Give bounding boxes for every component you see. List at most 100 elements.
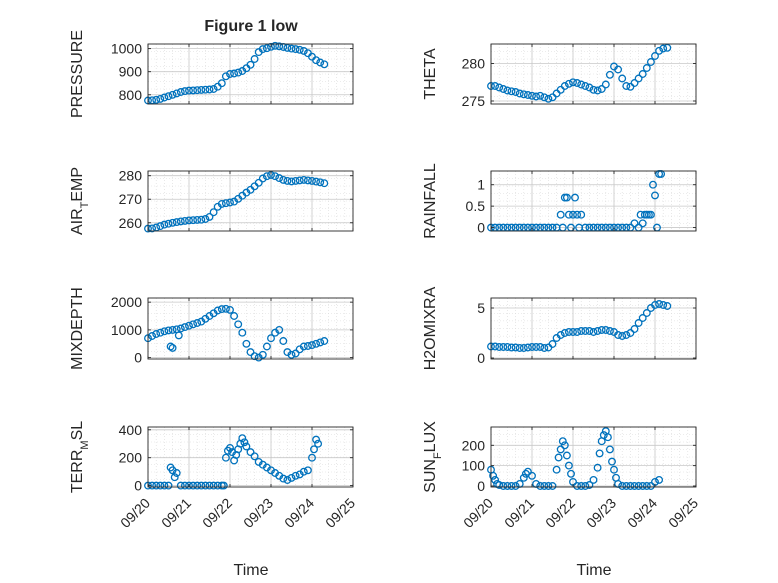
- data-point: [287, 350, 296, 359]
- y-tick-label: 800: [119, 87, 143, 103]
- data-point: [262, 342, 271, 351]
- data-point: [320, 179, 329, 188]
- data-point: [234, 68, 243, 77]
- data-point: [291, 45, 300, 54]
- data-point: [573, 328, 582, 336]
- data-point: [638, 314, 647, 322]
- data-point: [659, 301, 668, 309]
- y-axis-label: THETA: [422, 48, 439, 100]
- data-point: [554, 453, 563, 462]
- y-tick-label: 260: [119, 215, 143, 231]
- grid: [491, 427, 696, 487]
- y-axis-label: SUNFLUX: [422, 421, 444, 493]
- data-point: [193, 86, 202, 95]
- data-point: [548, 340, 557, 348]
- subplot-theta: 275 280 THETA: [422, 43, 697, 109]
- data-point: [597, 85, 606, 93]
- data-point: [618, 332, 627, 340]
- data-point: [499, 343, 508, 351]
- data-point: [176, 324, 185, 333]
- data-point: [258, 174, 267, 183]
- data-point: [589, 475, 598, 484]
- axes-box: [490, 426, 697, 488]
- data-point: [185, 86, 193, 95]
- data-point: [275, 42, 284, 51]
- data-point: [221, 199, 230, 208]
- data-point: [156, 328, 165, 337]
- data-point: [564, 328, 573, 336]
- data-point: [499, 85, 508, 93]
- data-point: [585, 83, 594, 92]
- data-point: [642, 482, 651, 490]
- data-point: [519, 473, 528, 482]
- y-tick-label: 280: [462, 56, 486, 72]
- data-point: [614, 65, 623, 74]
- data-point: [558, 437, 567, 446]
- data-point: [291, 471, 300, 480]
- data-point: [197, 215, 206, 224]
- data-point: [646, 210, 655, 219]
- subplot-sun_flux: 0 100 200 09/20 09/21 09/22 09/23 09/24 09/25 SUN…: [422, 421, 701, 531]
- y-tick-label: 900: [119, 64, 143, 80]
- subplot-terr_msl: 0 200 400 09/20 09/21 09/22 09/23 09/24 09/25 TER…: [69, 421, 358, 531]
- data-point: [663, 302, 672, 310]
- data-point: [638, 70, 647, 78]
- figure-title: Figure 1 low: [204, 18, 298, 35]
- data-point: [605, 70, 614, 79]
- data-point: [646, 482, 655, 490]
- data-point: [205, 85, 214, 94]
- data-point: [651, 52, 659, 60]
- data-point: [564, 461, 573, 470]
- data-point: [577, 482, 586, 490]
- data-point: [205, 481, 214, 490]
- data-point: [148, 224, 157, 233]
- data-point: [491, 475, 500, 484]
- data-point: [234, 320, 243, 329]
- data-point: [209, 208, 218, 217]
- data-point: [540, 482, 549, 490]
- data-point: [303, 342, 312, 350]
- series-markers: [144, 434, 323, 490]
- data-point: [489, 471, 498, 480]
- x-tick-label: 09/25: [322, 495, 358, 531]
- data-point: [230, 69, 239, 78]
- data-point: [630, 325, 639, 333]
- data-point: [312, 56, 321, 65]
- data-point: [164, 92, 173, 101]
- data-point: [168, 343, 177, 352]
- data-point: [180, 87, 189, 96]
- data-point: [593, 327, 602, 335]
- data-point: [536, 91, 545, 100]
- axes-box: [147, 170, 354, 232]
- data-point: [295, 45, 304, 54]
- data-point: [176, 217, 185, 226]
- data-point: [519, 344, 528, 352]
- data-point: [176, 481, 185, 490]
- data-point: [585, 327, 594, 335]
- data-point: [275, 174, 284, 183]
- data-point: [246, 448, 255, 457]
- data-point: [267, 334, 275, 343]
- data-point: [310, 445, 318, 454]
- data-point: [275, 325, 284, 334]
- data-point: [556, 331, 565, 339]
- data-point: [581, 82, 590, 90]
- data-point: [185, 216, 193, 225]
- data-point: [655, 300, 664, 308]
- data-point: [254, 178, 263, 187]
- data-point: [560, 441, 569, 450]
- data-point: [246, 60, 255, 69]
- data-point: [655, 46, 664, 55]
- data-point: [189, 216, 198, 225]
- data-point: [495, 343, 504, 351]
- data-point: [499, 482, 508, 490]
- data-point: [226, 443, 234, 452]
- data-point: [515, 89, 524, 98]
- data-point: [201, 215, 210, 223]
- data-point: [291, 176, 300, 185]
- data-point: [622, 331, 631, 339]
- data-point: [511, 482, 520, 490]
- x-tick-label: 09/24: [624, 495, 660, 531]
- series-markers: [144, 304, 329, 362]
